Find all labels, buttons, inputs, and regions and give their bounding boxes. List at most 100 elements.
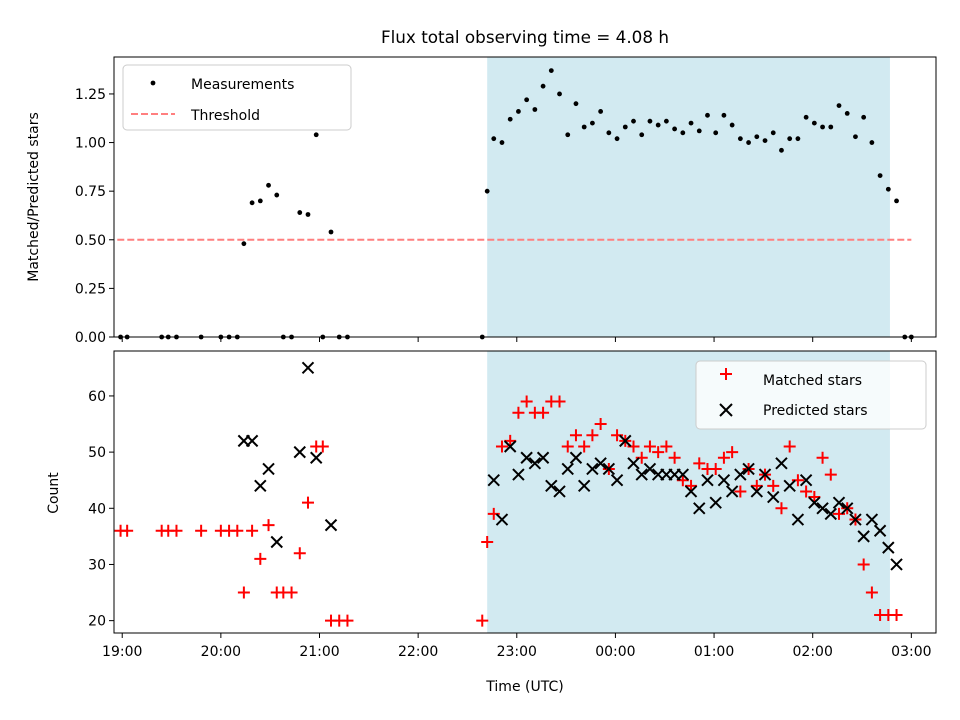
x-tick-label: 21:00 [299,644,339,660]
measurement-point [606,130,612,136]
matched-star-marker [750,479,763,492]
predicted-star-marker [324,518,338,532]
predicted-star-marker [824,507,837,521]
predicted-star-marker [561,462,574,476]
matched-star-marker [301,496,314,509]
top-panel: 0.00 0.25 0.50 0.75 1.00 1.25 [75,56,937,346]
bottom-plot-frame [113,350,937,634]
predicted-star-marker [536,451,550,464]
matched-star-marker [800,485,813,498]
predicted-star-marker [487,473,500,487]
measurement-point [507,116,513,122]
matched-star-marker [734,485,747,498]
x-tick-label: 03:00 [891,644,931,660]
measurements-legend-marker [150,80,156,86]
x-tick-label: 02:00 [793,644,833,660]
x-tick-label: 22:00 [398,644,438,660]
measurement-point [598,109,604,114]
measurement-point [257,198,263,204]
x-tick-label: 20:00 [201,644,241,660]
measurement-point [820,124,825,130]
measurement-point [721,112,727,118]
measurement-point [803,114,809,120]
measurement-point [762,138,768,144]
matched-star-marker [709,462,722,475]
matched-star-marker [512,406,525,419]
measurement-point [811,120,817,126]
predicted-star-marker [569,451,583,464]
matched-star-marker [341,614,354,627]
predicted-star-marker [586,462,599,476]
predicted-star-marker [693,502,706,515]
predicted-star-marker [832,496,846,509]
predicted-star-marker [602,462,616,476]
predicted-legend-marker [719,403,733,417]
x-tick-label: 00:00 [595,644,635,660]
matched-star-marker [537,406,550,419]
predicted-star-marker [635,468,648,481]
measurement-point [305,212,311,217]
predicted-star-marker [577,479,591,493]
predicted-star-marker [808,496,821,509]
measurement-point [672,126,678,132]
predicted-star-marker [717,473,731,487]
predicted-star-marker [293,445,306,459]
y-tick-label: 0.75 [75,184,106,200]
measurement-point [249,200,255,206]
y-tick-label: 0.00 [75,330,106,346]
measurement-point [266,182,271,188]
predicted-star-marker [734,468,747,481]
predicted-star-marker [619,434,632,448]
matched-star-marker [685,479,698,492]
matched-star-marker [783,440,796,453]
matched-star-marker [254,552,267,565]
predicted-star-marker [882,541,895,554]
predicted-star-marker [512,468,525,481]
matched-star-marker [520,395,533,408]
top-legend-box [122,64,352,131]
predicted-star-marker [495,513,509,526]
measurement-point [491,136,497,142]
y-tick-label: 0.25 [75,281,106,297]
matched-star-marker [195,524,208,537]
matched-star-marker [495,440,508,453]
predicted-star-marker [627,457,640,470]
measurement-point [484,188,490,194]
matched-star-marker [231,524,244,537]
predicted-star-marker [270,535,283,549]
measurement-point [869,140,875,145]
measurement-point [524,97,530,103]
measurement-point [705,112,710,118]
predicted-star-marker [503,440,517,453]
matched-star-marker [808,491,821,504]
predicted-star-marker [684,485,698,498]
measurement-point [540,83,546,89]
matched-star-marker [285,586,298,599]
y-tick-label: 0.50 [75,233,106,249]
chart-title: Flux total observing time = 4.08 h [381,27,669,47]
legend-threshold-label: Threshold [190,108,260,124]
predicted-star-marker [841,502,854,515]
measurement-point [737,136,743,142]
predicted-star-marker [873,524,887,537]
measurement-point [663,118,669,124]
measurement-point [328,229,334,235]
measurement-point [696,128,702,134]
predicted-star-marker [262,462,275,476]
measurement-point [532,107,538,112]
y-tick-label: 40 [88,501,106,517]
predicted-star-marker [594,457,607,470]
bottom-panel: 20 30 40 50 60 19:00 20:00 21:00 22:00 23:00 00:00… [88,350,937,660]
predicted-star-marker [775,457,788,470]
measurement-point [573,101,579,107]
matched-star-marker [594,418,607,431]
predicted-star-marker [758,468,772,481]
predicted-star-marker [676,468,690,481]
predicted-star-marker [725,485,739,498]
measurement-point [795,136,801,142]
measurement-point [688,120,694,126]
measurement-point [770,130,776,136]
matched-star-marker [293,547,306,560]
predicted-star-marker [709,496,722,509]
measurement-point [746,140,751,145]
